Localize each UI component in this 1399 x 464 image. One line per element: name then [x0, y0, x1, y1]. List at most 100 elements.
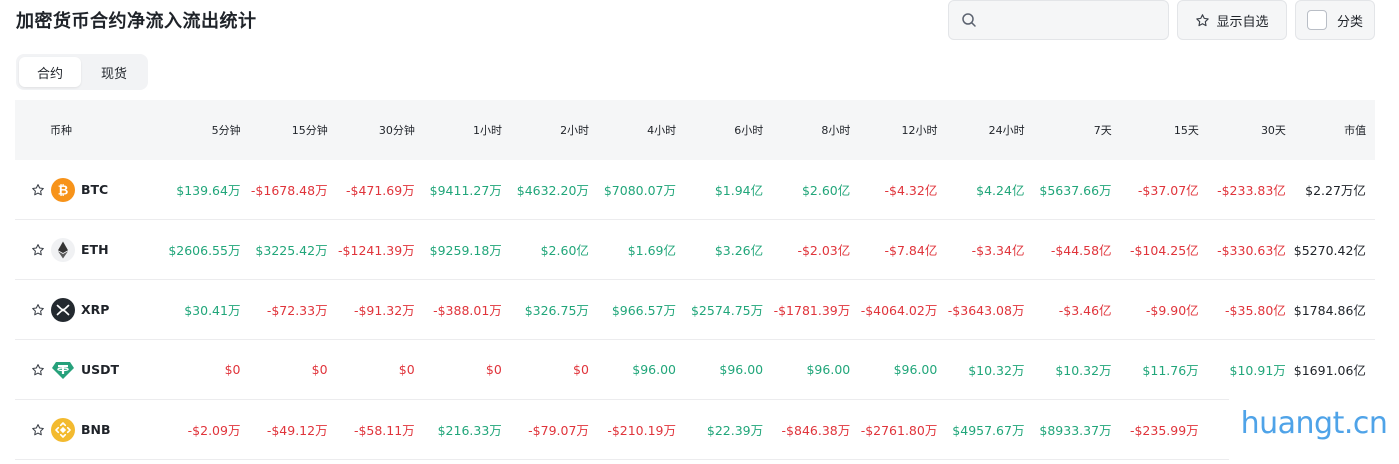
bitcoin-icon: ₿: [51, 177, 75, 202]
flow-8h: $96.00: [806, 362, 851, 377]
header-6h[interactable]: 6小时: [734, 124, 764, 137]
search-input[interactable]: [985, 12, 1165, 28]
flow-7d: $5637.66万: [1039, 183, 1112, 198]
flow-1h: $9259.18万: [429, 243, 502, 258]
market-cap: $1691.06亿: [1293, 363, 1366, 378]
flow-5m: -$2.09万: [187, 423, 241, 438]
category-checkbox[interactable]: [1306, 10, 1327, 30]
category-toggle[interactable]: 分类: [1295, 0, 1375, 40]
favorite-star-icon[interactable]: [31, 303, 45, 317]
tether-icon: [51, 358, 75, 382]
flow-12h: -$4.32亿: [884, 183, 938, 198]
flow-1h: $0: [485, 362, 502, 377]
svg-text:₿: ₿: [58, 183, 69, 198]
flow-24h: -$3643.08万: [947, 303, 1025, 318]
flow-15d: -$235.99万: [1129, 423, 1199, 438]
header-12h[interactable]: 12小时: [901, 124, 938, 137]
table-row-usdt[interactable]: USDT $0 $0 $0 $0 $0 $96.00 $96.00 $96.00 $96.00 $1…: [15, 340, 1375, 400]
watermark-text: huangt.cn: [1240, 406, 1388, 441]
search-icon: [961, 12, 977, 28]
flow-4h: $7080.07万: [603, 183, 677, 198]
header-15m[interactable]: 15分钟: [291, 124, 328, 137]
flow-30m: $0: [398, 362, 415, 377]
flow-30m: -$471.69万: [345, 183, 415, 198]
flow-4h: -$210.19万: [607, 423, 677, 438]
table-row-xrp[interactable]: XRP $30.41万 -$72.33万 -$91.32万 -$388.01万 $326.…: [15, 280, 1375, 340]
header-8h[interactable]: 8小时: [821, 124, 851, 137]
xrp-icon: [51, 297, 75, 322]
flow-15d: -$9.90亿: [1145, 303, 1199, 318]
flow-5m: $30.41万: [184, 303, 241, 318]
table-row-eth[interactable]: ETH $2606.55万 $3225.42万 -$1241.39万 $9259.18万…: [15, 220, 1375, 280]
flow-8h: -$2.03亿: [797, 243, 851, 258]
flow-8h: -$846.38万: [781, 423, 851, 438]
flow-24h: $4.24亿: [976, 183, 1025, 198]
coin-symbol[interactable]: USDT: [81, 362, 120, 377]
coin-cell: USDT: [15, 358, 155, 382]
flow-7d: $8933.37万: [1039, 423, 1112, 438]
flow-12h: -$7.84亿: [884, 243, 938, 258]
ethereum-icon: [51, 237, 75, 262]
flow-6h: $22.39万: [706, 423, 764, 438]
flow-2h: $0: [573, 362, 589, 377]
header-2h[interactable]: 2小时: [560, 124, 590, 137]
flow-1h: $9411.27万: [429, 183, 502, 198]
favorite-star-icon[interactable]: [31, 363, 45, 377]
flow-30m: -$58.11万: [353, 423, 415, 438]
table-row-btc[interactable]: ₿ BTC $139.64万 -$1678.48万 -$471.69万 $9411.27万…: [15, 160, 1375, 220]
favorite-star-icon[interactable]: [31, 243, 45, 257]
coin-cell: ETH: [15, 237, 155, 262]
market-cap: $5270.42亿: [1293, 243, 1366, 258]
coin-cell: BNB: [15, 417, 155, 442]
flow-8h: $2.60亿: [801, 183, 851, 198]
market-cap: $1784.86亿: [1293, 303, 1366, 318]
table-row-bnb[interactable]: BNB -$2.09万 -$49.12万 -$58.11万 $216.33万 -$79.0…: [15, 400, 1375, 460]
flow-24h: -$3.34亿: [971, 243, 1025, 258]
flow-24h: $4957.67万: [952, 423, 1025, 438]
flow-15m: $3225.42万: [255, 243, 328, 258]
header-15d[interactable]: 15天: [1173, 124, 1199, 137]
tab-spot[interactable]: 现货: [101, 66, 128, 82]
flow-30d: -$330.63亿: [1217, 243, 1286, 258]
bnb-icon: [51, 417, 75, 442]
flow-30d: -$233.83亿: [1217, 183, 1286, 198]
flow-5m: $0: [224, 362, 241, 377]
header-30d[interactable]: 30天: [1260, 124, 1286, 137]
flow-12h: -$4064.02万: [860, 303, 938, 318]
favorite-star-icon[interactable]: [31, 183, 45, 197]
flow-4h: $96.00: [632, 362, 677, 377]
header-24h[interactable]: 24小时: [988, 124, 1025, 137]
flow-30d: $10.91万: [1229, 363, 1286, 378]
flow-6h: $2574.75万: [690, 303, 764, 318]
coin-symbol[interactable]: XRP: [81, 302, 110, 317]
header-30m[interactable]: 30分钟: [378, 124, 415, 137]
flow-2h: -$79.07万: [528, 423, 589, 438]
coin-cell: ₿ BTC: [15, 177, 155, 202]
coin-symbol[interactable]: BTC: [81, 182, 109, 197]
flow-4h: $1.69亿: [627, 243, 677, 258]
header-1h[interactable]: 1小时: [472, 124, 502, 137]
header-7d[interactable]: 7天: [1093, 124, 1112, 137]
header-market-cap[interactable]: 市值: [1344, 124, 1367, 137]
tab-futures[interactable]: 合约: [19, 57, 82, 87]
watermark: huangt.cn: [1229, 383, 1399, 464]
flow-15m: -$72.33万: [266, 303, 328, 318]
market-type-tabs: 合约 现货: [16, 54, 149, 90]
flow-1h: $216.33万: [437, 423, 502, 438]
coin-symbol[interactable]: BNB: [81, 422, 111, 437]
favorite-star-icon[interactable]: [31, 423, 45, 437]
flow-8h: -$1781.39万: [773, 303, 851, 318]
flow-15d: $11.76万: [1142, 363, 1199, 378]
header-4h[interactable]: 4小时: [647, 124, 677, 137]
show-favorites-button[interactable]: 显示自选: [1177, 0, 1287, 40]
header-coin[interactable]: 币种: [50, 124, 72, 137]
flow-12h: -$2761.80万: [860, 423, 938, 438]
flow-7d: $10.32万: [1055, 363, 1112, 378]
header-5m[interactable]: 5分钟: [211, 124, 241, 137]
flow-30m: -$91.32万: [353, 303, 415, 318]
flow-12h: $96.00: [893, 362, 938, 377]
coin-symbol[interactable]: ETH: [81, 242, 109, 257]
flow-15d: -$104.25亿: [1129, 243, 1199, 258]
search-box[interactable]: [948, 0, 1169, 40]
market-cap: $2.27万亿: [1305, 183, 1366, 198]
